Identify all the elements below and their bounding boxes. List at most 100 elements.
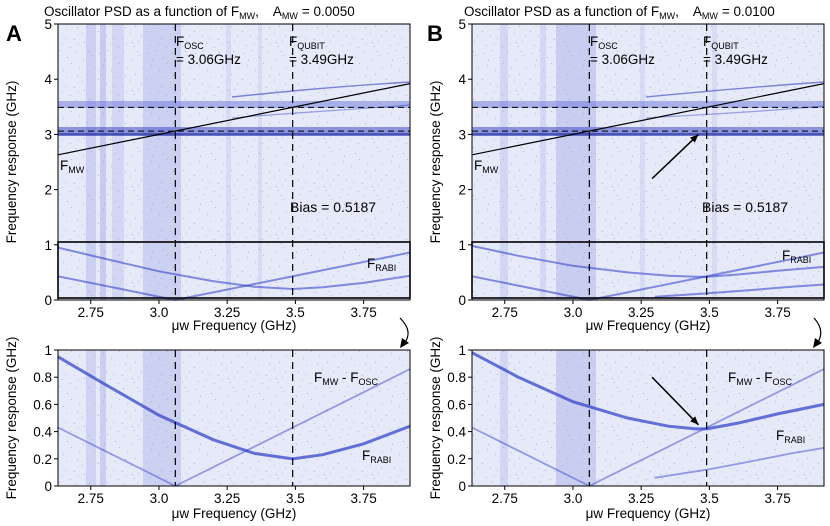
panel-b-diff-label: FMW - FOSC [728,370,793,387]
x-tick-label: 3.75 [350,305,376,320]
panel-a: A Oscillator PSD as a function of FMW, AM… [4,4,411,521]
x-tick-label: 3.0 [150,305,169,320]
panel-a-branch-upper [231,81,411,98]
x-tick-label: 3.5 [700,491,719,506]
panel-b-title: Oscillator PSD as a function of FMW, AMW =… [464,4,775,21]
panel-a-lower-lines [57,350,411,487]
osc-label: FOSC [590,34,618,51]
panel-a-branch-lower [231,104,411,119]
y-tick-label: 1 [44,238,52,253]
y-tick-label: 0.2 [447,452,466,467]
y-tick-label: 5 [44,17,52,32]
series-f-mw [57,83,411,156]
panel-a-upper-labels: FOSC = 3.06GHz FQUBIT = 3.49GHz FMW Bias… [60,34,396,273]
x-tick-label: 3.0 [564,491,583,506]
panel-b-upper-labels: FOSC = 3.06GHz FQUBIT = 3.49GHz FMW Bias… [474,34,811,265]
qubit-label: FQUBIT [289,34,325,51]
zoom-annotation-arrow [651,376,700,426]
zoom-series-f-osc-f-mw [471,426,590,487]
panel-b-zoom-arrowhead [813,338,822,348]
series-f-osc-f-mw [57,275,176,301]
y-tick-label: 4 [458,72,466,87]
bias-label: Bias = 0.5187 [290,199,376,215]
x-tick-label: 3.5 [700,305,719,320]
panel-b-lower-frame [471,349,825,487]
qubit-value: = 3.49GHz [289,52,354,67]
x-tick-label: 3.75 [764,491,790,506]
x-tick-label: 2.75 [78,305,104,320]
panel-a-lower-ylabel: Frequency response (GHz) [4,337,19,500]
panel-a-upper-ylabel: Frequency response (GHz) [4,81,19,244]
x-tick-label: 3.25 [214,305,240,320]
osc-label: FOSC [176,34,204,51]
x-tick-label: 3.0 [564,305,583,320]
x-tick-label: 3.5 [286,491,305,506]
panel-b-upper-axes: 2.75 3.0 3.25 3.5 3.75 0 1 2 3 4 5 [458,17,790,320]
bias-label: Bias = 0.5187 [702,199,788,215]
y-tick-label: 0.2 [33,452,52,467]
series-f-mw-f-osc [175,251,411,301]
panel-a-upper-streaks [86,24,262,300]
rabi-label: FRABI [367,256,396,273]
series-f-mw [471,83,825,156]
y-tick-label: 5 [458,17,466,32]
panel-a-lower-background [58,350,410,486]
panel-a-zoom-arrowhead [400,338,409,348]
panel-a-lower-frame [57,349,411,487]
qubit-value: = 3.49GHz [703,52,768,67]
panel-b-branch-lower [645,105,825,119]
y-tick-label: 0 [458,479,466,494]
panel-b-upper-lines [471,24,825,301]
qubit-label: FQUBIT [703,34,739,51]
panel-b: B Oscillator PSD as a function of FMW, AM… [427,4,825,521]
panel-b-upper-ylabel: Frequency response (GHz) [428,81,443,244]
zoom-series-f-rabi [471,351,825,431]
panel-a-upper-frame [57,23,411,301]
x-tick-label: 3.5 [286,305,305,320]
zoom-series-f-mw-f-osc [174,368,411,487]
y-tick-label: 1 [458,343,466,358]
series-lower-branch [654,283,825,298]
panel-b-lower-axes: 2.75 3.0 3.25 3.5 3.75 0 0.2 0.4 0.6 0.8 1 [447,343,791,506]
x-tick-label: 3.75 [350,491,376,506]
zoom-annotation-arrowhead [690,416,699,425]
zoom-series-f-mw-f-osc [588,368,825,487]
y-tick-label: 1 [44,343,52,358]
panel-a-diff-label: FMW - FOSC [314,370,379,387]
panel-b-upper-xlabel: μw Frequency (GHz) [586,318,711,333]
y-tick-label: 0 [44,293,52,308]
panel-b-upper-background [472,24,824,300]
x-tick-label: 2.75 [78,491,104,506]
panel-a-upper-axes: 2.75 3.0 3.25 3.5 3.75 0 1 2 3 4 5 [44,17,376,320]
x-tick-label: 3.75 [764,305,790,320]
y-tick-label: 3 [458,127,466,142]
panel-b-upper-frame [471,23,825,301]
panel-a-lower-xlabel: μw Frequency (GHz) [172,506,297,521]
panel-a-upper-lines [57,24,411,301]
x-tick-label: 3.25 [628,491,654,506]
zoom-series-f-osc-f-mw [57,426,176,487]
panel-b-lower-ylabel: Frequency response (GHz) [428,337,443,500]
y-tick-label: 0 [458,293,466,308]
panel-a-zoom-rabi-label: FRABI [362,448,391,465]
x-tick-label: 3.25 [214,491,240,506]
y-tick-label: 0 [44,479,52,494]
y-tick-label: 0.8 [447,370,466,385]
panel-a-lower-axes: 2.75 3.0 3.25 3.5 3.75 0 0.2 0.4 0.6 0.8 1 [33,343,377,506]
zoom-series-f-rabi [57,355,411,461]
x-tick-label: 3.25 [628,305,654,320]
panel-a-upper-xlabel: μw Frequency (GHz) [172,318,297,333]
panel-b-lower-xlabel: μw Frequency (GHz) [586,506,711,521]
y-tick-label: 4 [44,72,52,87]
series-f-rabi [471,244,825,278]
panel-a-title: Oscillator PSD as a function of FMW, AMW =… [44,4,355,21]
annotation-arrowhead [690,134,699,143]
y-tick-label: 0.8 [33,370,52,385]
panel-letter-a: A [6,21,22,46]
rabi-label: FRABI [782,248,811,265]
panel-a-upper-background [58,24,410,300]
x-tick-label: 3.0 [150,491,169,506]
panel-b-lower-lines [471,350,825,487]
y-tick-label: 0.6 [447,397,466,412]
